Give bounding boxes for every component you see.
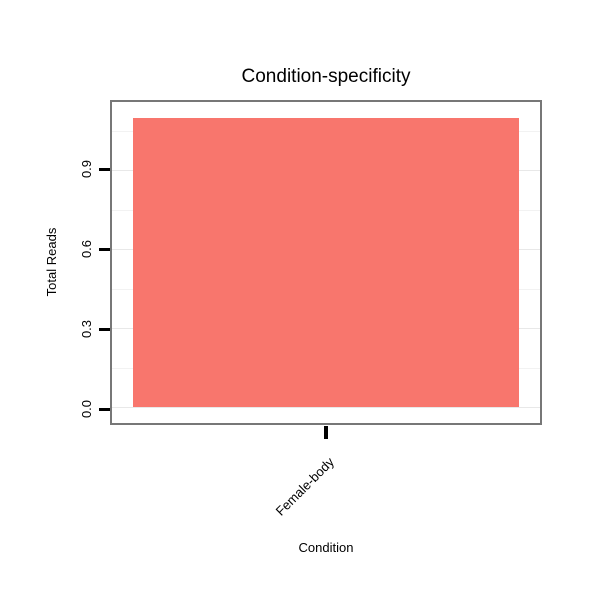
y-axis-ticks xyxy=(99,100,110,425)
y-tick-label: 0.3 xyxy=(79,320,94,339)
y-tick-label: 0.6 xyxy=(79,240,94,259)
x-axis-title: Condition xyxy=(298,540,354,555)
y-tick-label: 0.0 xyxy=(79,399,94,419)
y-tick xyxy=(99,407,110,411)
y-axis-title: Total Reads xyxy=(44,227,59,297)
plot-panel xyxy=(110,100,542,425)
y-axis-labels: 0.0 0.3 0.6 0.9 xyxy=(72,100,102,425)
y-tick-label: 0.9 xyxy=(79,160,94,179)
x-axis-tick xyxy=(324,426,328,439)
x-category-label: Female-body xyxy=(272,454,337,519)
y-tick xyxy=(99,247,110,251)
y-tick xyxy=(99,327,110,331)
gridline-major xyxy=(112,407,540,409)
chart-title: Condition-specificity xyxy=(241,66,411,87)
bar xyxy=(133,117,519,408)
y-tick xyxy=(99,167,110,171)
